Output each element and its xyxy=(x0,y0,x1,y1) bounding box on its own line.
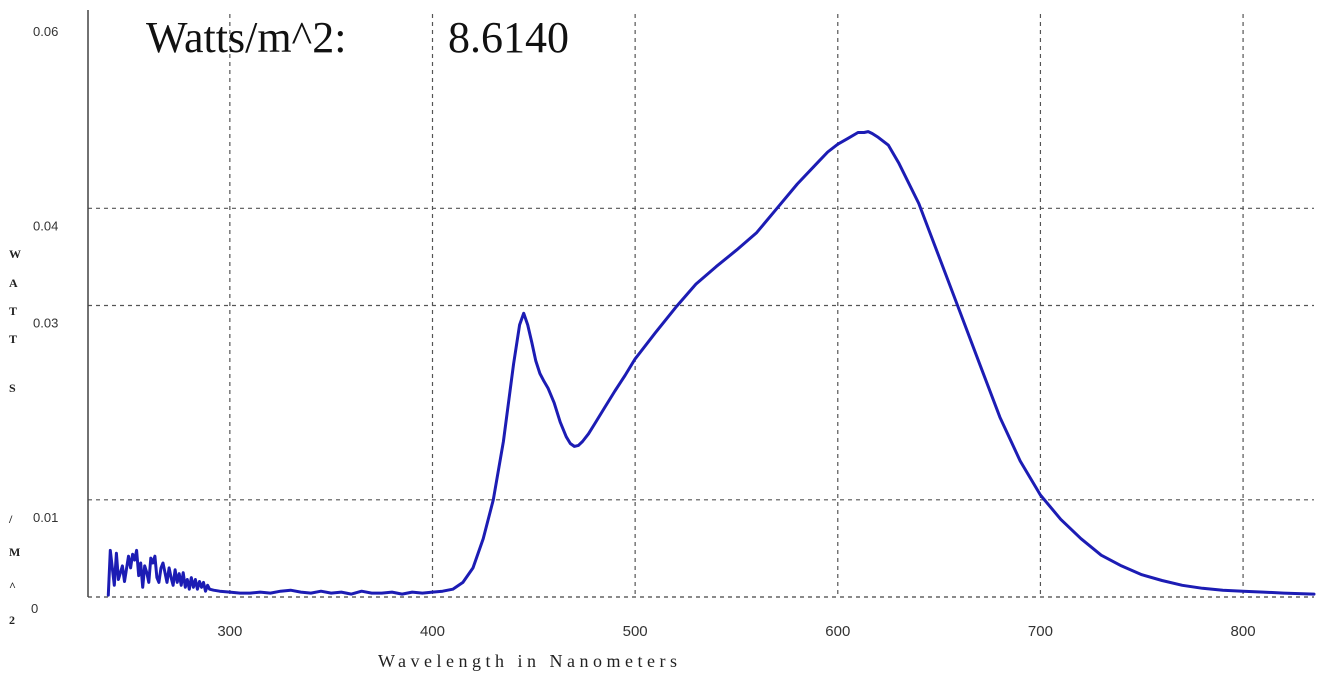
y-label-letter: A xyxy=(9,276,18,290)
y-tick-label: 0.01 xyxy=(33,510,58,525)
x-tick-label: 500 xyxy=(623,623,648,640)
series-layer xyxy=(106,130,1316,597)
x-tick-label: 600 xyxy=(825,623,850,640)
x-tick-label: 300 xyxy=(217,623,242,640)
y-label-letter: S xyxy=(9,381,16,395)
y-label-letter: T xyxy=(9,304,17,318)
x-tick-label: 800 xyxy=(1231,623,1256,640)
y-label-letter: W xyxy=(9,247,21,261)
title-label: Watts/m^2: xyxy=(146,13,346,62)
spectrum-line xyxy=(106,130,1316,597)
y-label-letter: M xyxy=(9,545,20,559)
title-value: 8.6140 xyxy=(448,13,569,62)
x-axis-label: Wavelength in Nanometers xyxy=(378,651,682,671)
y-label-letter: ^ xyxy=(9,579,16,593)
axes xyxy=(87,10,1314,598)
y-label-letter: 2 xyxy=(9,613,15,627)
y-tick-label: 0.04 xyxy=(33,218,58,233)
x-tick-label: 700 xyxy=(1028,623,1053,640)
y-tick-label: 0.03 xyxy=(33,316,58,331)
y-label-letter: T xyxy=(9,332,17,346)
y-tick-label: 0.06 xyxy=(33,24,58,39)
y-label-letter: / xyxy=(8,512,13,526)
tick-labels: 300 400 500 600 700 800 0 0.01 0.03 0.04 0.06 xyxy=(31,24,1256,640)
y-tick-label: 0 xyxy=(31,601,38,616)
grid-lines xyxy=(88,14,1314,597)
x-tick-label: 400 xyxy=(420,623,445,640)
